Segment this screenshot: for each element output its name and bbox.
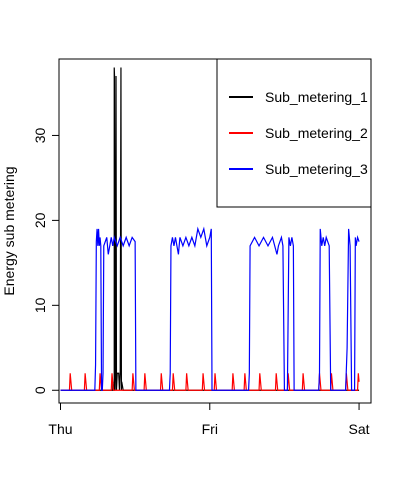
y-tick-label-10: 10 xyxy=(32,297,48,313)
x-tick-label-fri: Fri xyxy=(202,421,218,437)
y-axis-label: Energy sub metering xyxy=(1,166,17,295)
y-tick-label-0: 0 xyxy=(32,386,48,394)
plot-frame xyxy=(58,58,372,404)
y-tick-label-30: 30 xyxy=(32,127,48,143)
legend-label-1: Sub_metering_1 xyxy=(265,89,368,105)
legend-entries: Sub_metering_1 Sub_metering_2 Sub_metering… xyxy=(229,89,368,177)
axes-layer: Thu Fri Sat 0 10 20 30 xyxy=(32,127,370,437)
x-tick-label-sat: Sat xyxy=(349,421,370,437)
legend-label-2: Sub_metering_2 xyxy=(265,125,368,141)
y-tick-label-20: 20 xyxy=(32,212,48,228)
x-tick-label-thu: Thu xyxy=(48,421,72,437)
legend-label-3: Sub_metering_3 xyxy=(265,161,368,177)
series-line-3 xyxy=(60,226,360,391)
legend: Sub_metering_1 Sub_metering_2 Sub_metering… xyxy=(216,58,372,208)
series-layer xyxy=(60,67,360,391)
